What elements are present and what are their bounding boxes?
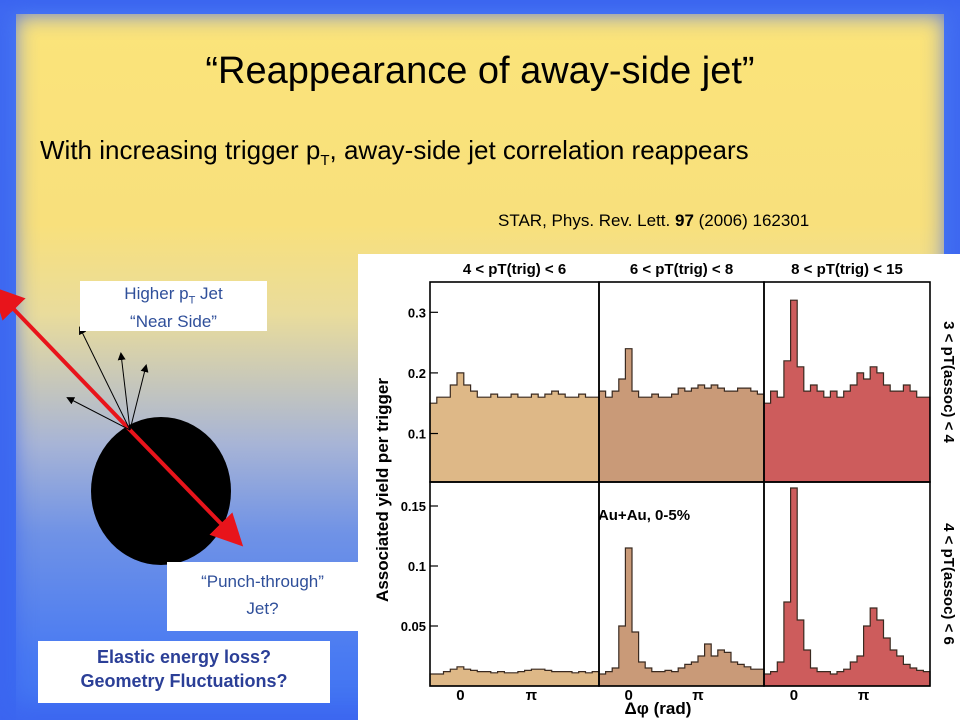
fragment-arrow-4 <box>66 397 131 431</box>
fragment-arrow-1 <box>79 326 131 431</box>
x-tick-label: 0 <box>790 687 798 704</box>
x-tick-label: 0 <box>456 687 464 704</box>
histogram-panel-r0-c0 <box>429 372 600 483</box>
nucleus-ellipse <box>91 417 231 565</box>
subtitle-rest: , away-side jet correlation reappears <box>329 135 749 165</box>
histogram-panel-r0-c2 <box>763 299 931 483</box>
reference-citation: STAR, Phys. Rev. Lett. 97 (2006) 162301 <box>498 211 809 231</box>
y-tick-label: 0.15 <box>401 499 426 514</box>
away-side-jet-arrow <box>128 428 244 547</box>
near-side-jet-arrow <box>0 286 132 432</box>
column-header: 6 < pT(trig) < 8 <box>630 261 733 278</box>
y-tick-label: 0.3 <box>408 305 426 320</box>
histogram-panel-r1-c0 <box>429 666 600 687</box>
question-line1: Elastic energy loss? <box>96 647 272 667</box>
near-side-line1-sub: T <box>188 294 196 307</box>
panel-frame-r1-c2 <box>763 481 931 687</box>
subtitle-subscript: T <box>320 152 330 170</box>
annotation-centrality: Au+Au, 0-5% <box>598 507 690 524</box>
subtitle: With increasing trigger pT, away-side je… <box>40 135 749 169</box>
reference-volume: 97 <box>674 211 694 230</box>
near-side-line2: “Near Side” <box>130 312 217 332</box>
page-title: “Reappearance of away-side jet” <box>205 50 755 92</box>
panel-frame-r1-c0 <box>429 481 600 687</box>
row-label: 3 < pT(assoc) < 4 <box>940 321 957 443</box>
question-line2: Geometry Fluctuations? <box>80 671 288 691</box>
correlation-chart: Associated yield per trigger Δφ (rad) Au… <box>373 261 957 718</box>
punch-through-label: “Punch-through” Jet? <box>167 562 358 631</box>
y-tick-label: 0.05 <box>401 619 426 634</box>
column-header: 8 < pT(trig) < 15 <box>791 261 903 278</box>
histogram-panel-r1-c2 <box>763 487 931 687</box>
reference-post: (2006) 162301 <box>693 211 810 230</box>
punch-line2: Jet? <box>246 599 279 618</box>
x-tick-label: π <box>858 687 870 704</box>
x-tick-label: π <box>692 687 704 704</box>
near-side-line1: Higher pT Jet <box>80 283 267 311</box>
row-label: 4 < pT(assoc) < 6 <box>940 523 957 645</box>
y-axis-label: Associated yield per trigger <box>373 378 392 602</box>
near-side-line1-pre: Higher p <box>124 284 189 303</box>
punch-line1: “Punch-through” <box>201 572 324 591</box>
y-tick-label: 0.1 <box>408 559 426 574</box>
fragment-arrow-2 <box>117 352 131 431</box>
near-side-label: Higher pT Jet “Near Side” <box>80 281 267 331</box>
correlation-plot: Associated yield per trigger Δφ (rad) Au… <box>358 254 960 720</box>
x-tick-label: 0 <box>625 687 633 704</box>
column-header: 4 < pT(trig) < 6 <box>463 261 566 278</box>
x-tick-label: π <box>526 687 538 704</box>
histogram-panel-r0-c1 <box>598 348 765 483</box>
question-box: Elastic energy loss? Geometry Fluctuatio… <box>38 641 330 703</box>
fragment-arrow-3 <box>129 364 149 431</box>
reference-pre: STAR, Phys. Rev. Lett. <box>498 211 675 230</box>
subtitle-main: With increasing trigger p <box>40 135 321 165</box>
x-axis-label: Δφ (rad) <box>625 699 692 718</box>
jet-diagram <box>0 286 244 565</box>
y-tick-label: 0.2 <box>408 366 426 381</box>
histogram-panel-r1-c1 <box>598 547 765 687</box>
y-tick-label: 0.1 <box>408 427 426 442</box>
near-side-line1-post: Jet <box>195 284 223 303</box>
